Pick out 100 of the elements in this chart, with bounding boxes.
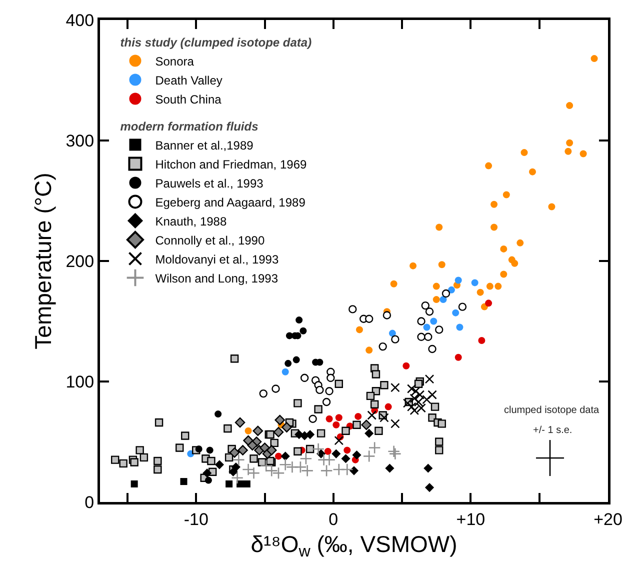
point: [314, 405, 322, 414]
point: [214, 410, 222, 418]
legend-label: Banner et al.,1989: [155, 138, 254, 152]
point: [430, 318, 438, 325]
point: [204, 476, 212, 484]
point: [425, 308, 434, 316]
point: [456, 324, 464, 331]
point: [380, 381, 388, 390]
point: [316, 429, 326, 438]
point: [335, 414, 342, 422]
point: [154, 418, 164, 427]
point: [410, 262, 417, 270]
y-tick-label: 200: [66, 252, 94, 271]
point: [232, 454, 245, 466]
point: [511, 260, 518, 267]
point: [230, 354, 239, 363]
point: [365, 314, 374, 323]
point: [273, 426, 284, 438]
point: [270, 438, 278, 448]
point: [250, 454, 258, 463]
point: [476, 288, 484, 296]
point: [296, 316, 303, 324]
text: this study (clumped isotope data): [120, 35, 312, 50]
legend-label: Moldovanyi et al., 1993: [155, 252, 279, 266]
point: [326, 374, 335, 382]
point: [490, 224, 498, 231]
point: [454, 354, 462, 361]
point: [362, 450, 376, 462]
point: [238, 445, 248, 456]
point: [234, 417, 246, 428]
point: [206, 446, 214, 454]
point: [414, 380, 423, 388]
point: [580, 150, 587, 158]
legend-label: Knauth, 1988: [155, 214, 227, 228]
point: [402, 362, 410, 370]
point: [140, 453, 148, 462]
point: [548, 203, 556, 210]
point: [428, 390, 437, 400]
point: [272, 384, 280, 393]
point: [440, 296, 447, 304]
point: [448, 286, 455, 294]
point: [520, 149, 528, 156]
point: [354, 412, 362, 420]
point: [349, 466, 359, 476]
point: [378, 342, 387, 351]
point: [274, 414, 286, 426]
legend-label: Death Valley: [155, 73, 222, 88]
annotation: clumped isotope data: [504, 405, 600, 416]
point: [454, 276, 462, 284]
point: [432, 296, 440, 304]
point: [111, 456, 120, 464]
point: [207, 456, 216, 466]
point: [342, 426, 350, 436]
point: [252, 426, 264, 436]
point: [423, 324, 430, 331]
point: [300, 452, 312, 465]
point: [390, 419, 400, 428]
point: [438, 420, 446, 428]
point: [372, 370, 380, 378]
point: [214, 460, 224, 470]
point: [352, 420, 361, 429]
point: [332, 449, 341, 458]
point: [528, 168, 536, 176]
point: [226, 480, 233, 488]
point: [348, 305, 357, 314]
point: [370, 400, 379, 408]
point: [320, 464, 333, 477]
point: [438, 261, 446, 268]
point: [500, 270, 508, 278]
point: [312, 442, 325, 456]
point: [326, 415, 333, 422]
legend-label: Pauwels et al., 1993: [155, 176, 264, 190]
point: [500, 245, 508, 252]
point: [306, 444, 314, 454]
point: [430, 402, 440, 411]
legend-label: Wilson and Long, 1993: [155, 271, 278, 286]
point: [294, 399, 302, 408]
y-tick-label: 100: [66, 372, 94, 392]
legend-label: Connolly et al., 1990: [155, 233, 265, 248]
point: [485, 300, 492, 307]
point: [424, 332, 432, 342]
point: [224, 453, 234, 462]
x-tick-label: 0: [328, 510, 338, 529]
point: [130, 480, 138, 488]
point: [564, 148, 572, 155]
point: [341, 454, 350, 464]
point: [368, 442, 381, 454]
point: [485, 162, 492, 170]
legend-label: Sonora: [155, 54, 194, 68]
point: [435, 326, 444, 334]
point: [340, 463, 354, 476]
point: [424, 374, 434, 384]
point: [247, 440, 258, 451]
point: [566, 102, 574, 110]
point: [279, 458, 292, 471]
x-tick-label: +10: [456, 510, 486, 529]
point: [332, 421, 340, 428]
point: [306, 430, 315, 440]
point: [324, 448, 332, 455]
point: [417, 317, 426, 326]
